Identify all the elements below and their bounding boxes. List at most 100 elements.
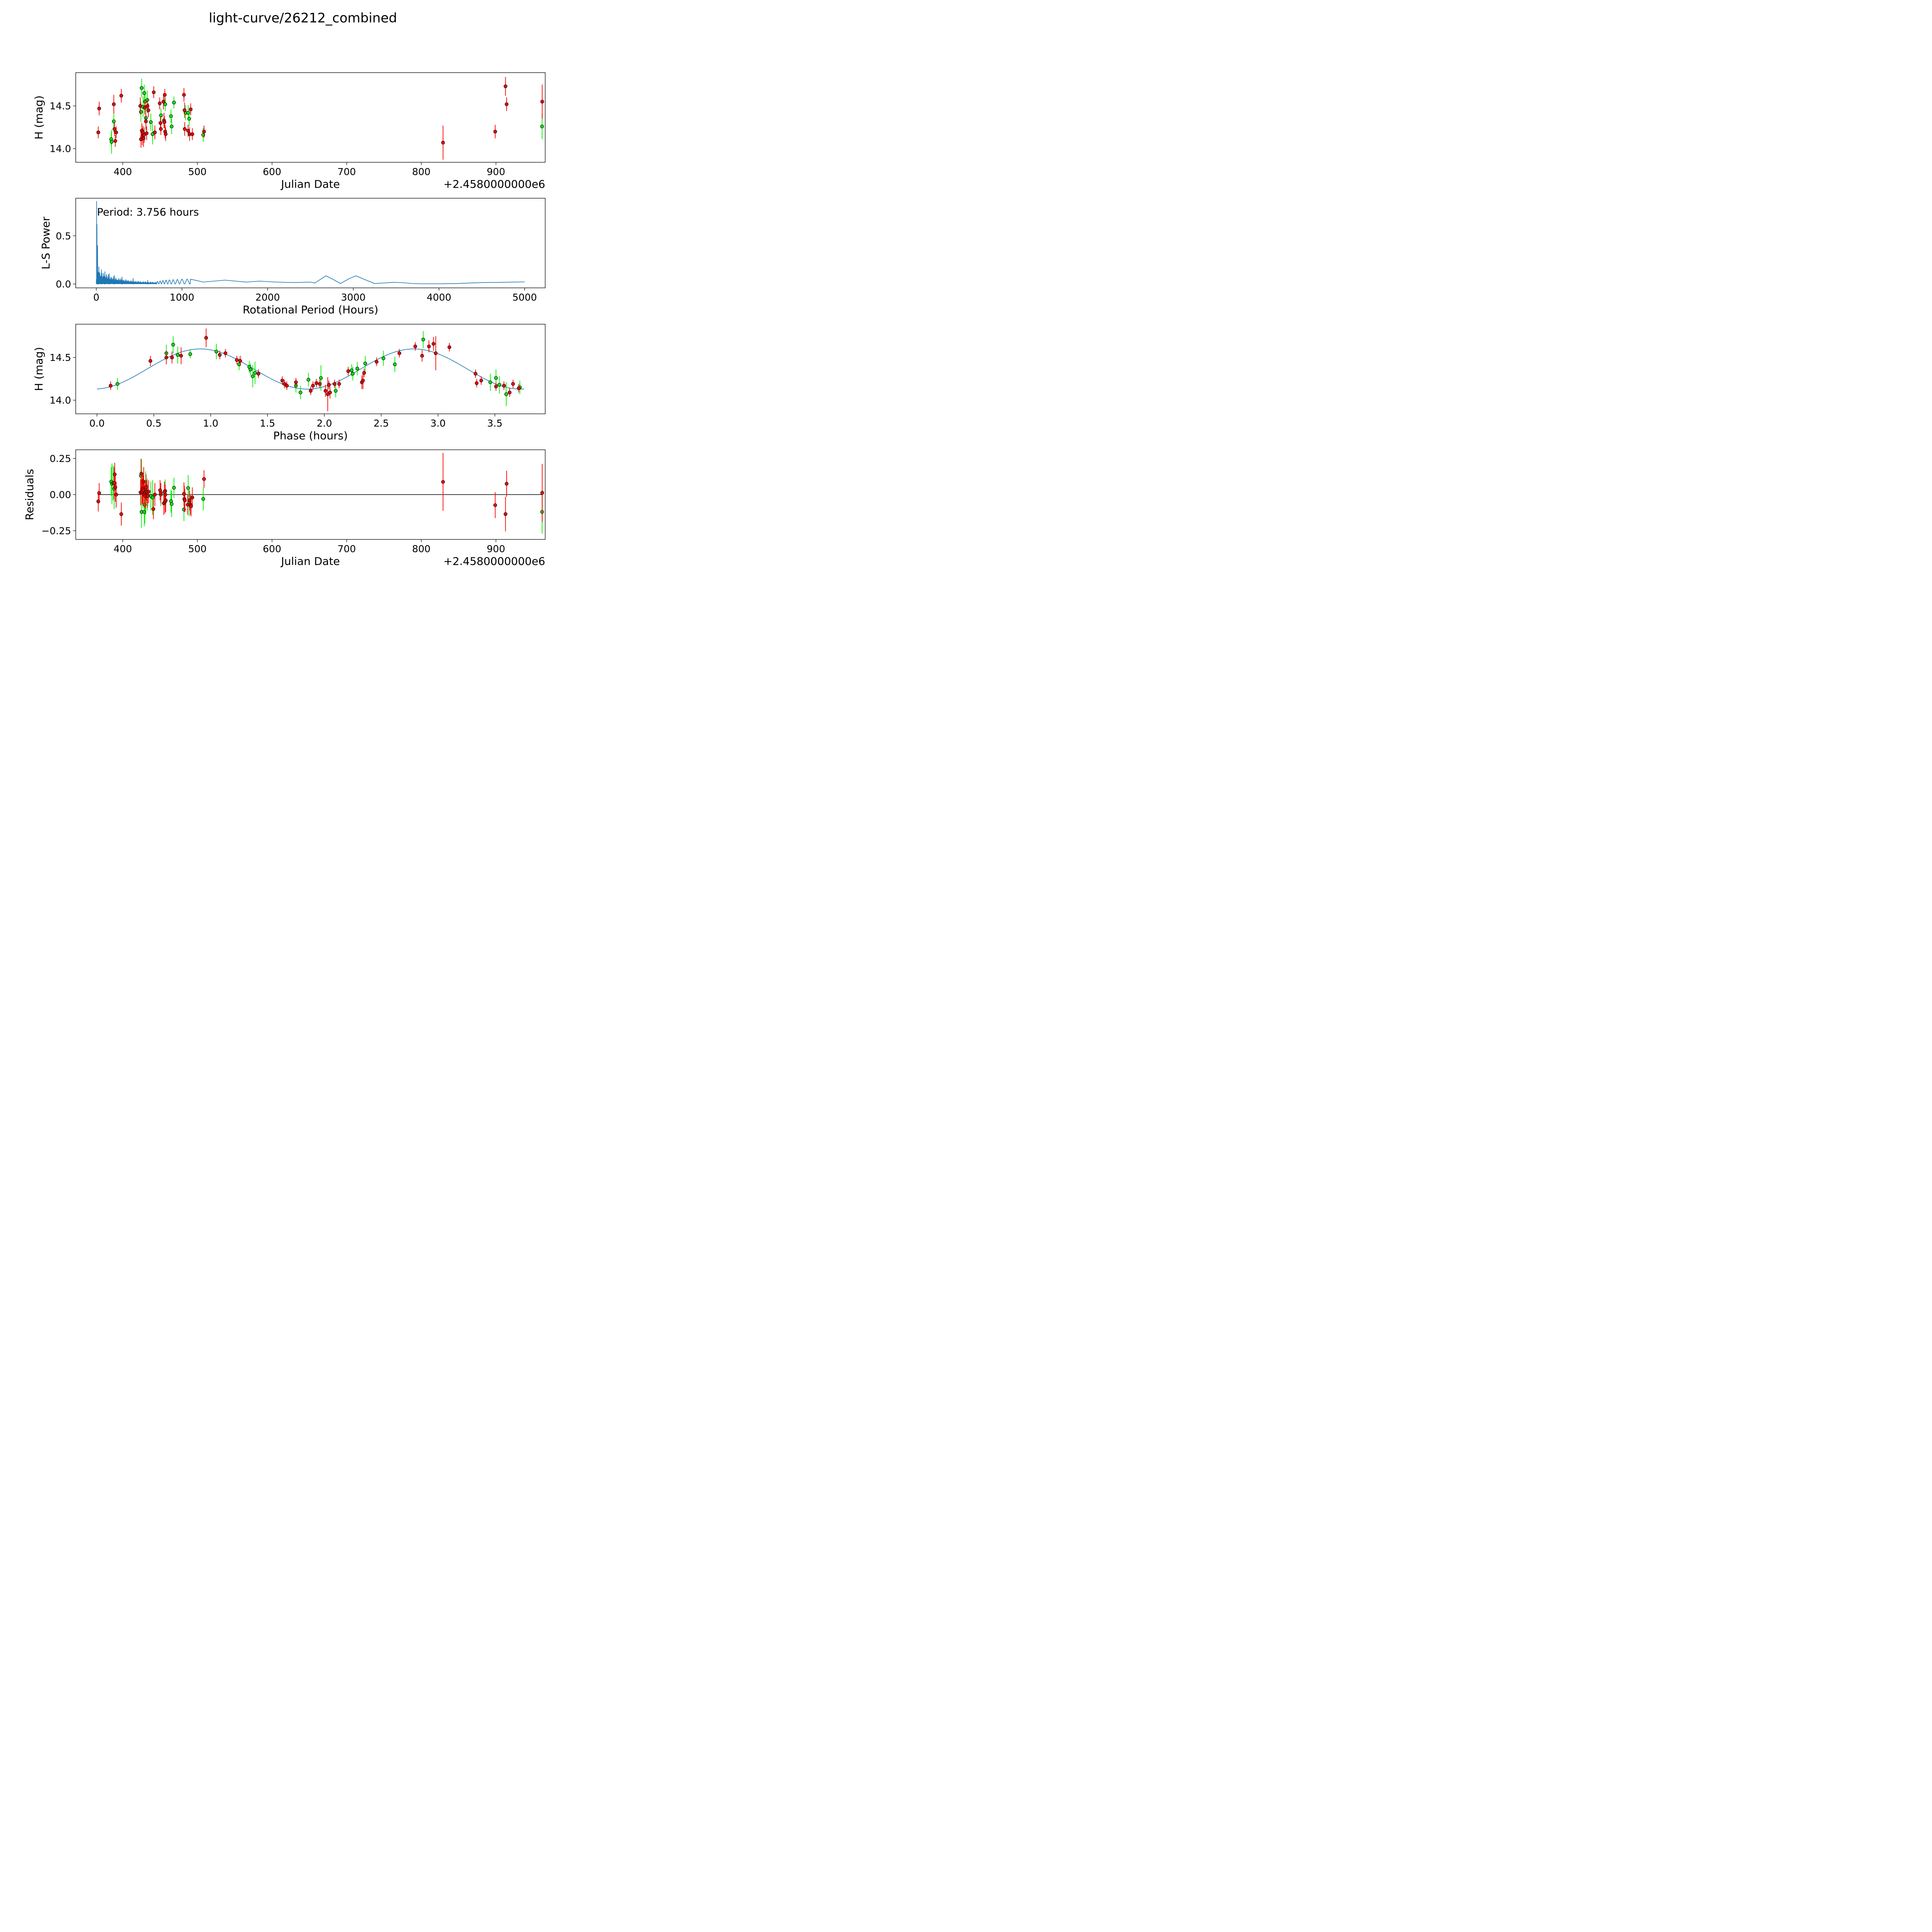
light-curve-point-green <box>170 124 173 128</box>
periodogram-xtick-label: 1000 <box>170 292 194 303</box>
phased-point-red <box>511 382 515 386</box>
residuals-point-green <box>172 486 176 490</box>
phased-point-red <box>427 344 431 349</box>
phased-point-red <box>218 353 222 357</box>
figure: light-curve/26212_combined 400 500 600 700 8… <box>0 0 600 600</box>
residuals-point-green <box>142 510 146 514</box>
phased-point-green <box>253 371 257 375</box>
light-curve-point-green <box>112 119 116 123</box>
light-curve-point-red <box>183 127 187 131</box>
phased-plot-area <box>97 328 524 412</box>
light-curve-xtick-label: 400 <box>114 166 132 177</box>
residuals-point-red <box>142 480 146 484</box>
light-curve-point-red <box>190 132 194 136</box>
residuals-point-red <box>190 495 194 500</box>
phased-point-red <box>170 355 174 359</box>
light-curve-point-red <box>141 136 146 140</box>
phased-point-green <box>171 343 175 347</box>
light-curve-ytick-label: 14.5 <box>49 100 71 112</box>
phased-point-red <box>223 351 228 355</box>
phased-point-red <box>285 384 289 388</box>
phased-point-green <box>504 392 508 396</box>
phased-point-red <box>164 355 168 359</box>
phased-point-red <box>311 384 315 388</box>
light-curve-point-red <box>152 90 156 94</box>
panel-phased: 0.0 0.5 1.0 1.5 2.0 2.5 3.0 3.5 14.0 14.5 Phase (h… <box>32 324 546 442</box>
periodogram-xtick-label: 0 <box>93 292 99 303</box>
residuals-point-red <box>505 482 509 486</box>
residuals-ytick-label: 0.00 <box>49 489 71 500</box>
residuals-xtick-label: 500 <box>188 543 207 554</box>
residuals-point-red <box>182 492 186 496</box>
light-curve-ytick-label: 14.0 <box>49 143 71 155</box>
phased-xtick-label: 1.5 <box>260 418 275 429</box>
periodogram-plot-area <box>96 201 525 285</box>
residuals-point-red <box>141 488 145 492</box>
phased-point-red <box>494 384 498 389</box>
light-curve-point-red <box>146 108 150 112</box>
light-curve-point-green <box>139 86 144 90</box>
phased-point-red <box>474 381 479 385</box>
phased-point-red <box>413 344 417 349</box>
residuals-point-red <box>119 512 123 516</box>
phased-point-red <box>328 391 332 395</box>
light-curve-point-green <box>169 114 173 118</box>
light-curve-point-red <box>182 93 186 97</box>
light-curve-point-red <box>503 84 507 88</box>
phased-point-red <box>346 369 350 373</box>
light-curve-xtick-label: 800 <box>412 166 430 177</box>
phased-point-red <box>327 383 331 387</box>
phased-point-red <box>257 372 260 376</box>
light-curve-point-red <box>113 139 117 143</box>
phased-point-red <box>318 382 322 386</box>
periodogram-xtick-label: 5000 <box>512 292 537 303</box>
residuals-point-red <box>540 491 544 495</box>
light-curve-point-green <box>139 110 143 114</box>
phased-point-green <box>393 362 397 366</box>
phased-point-red <box>235 358 239 362</box>
phased-point-green <box>350 368 354 372</box>
phased-point-red <box>109 384 113 388</box>
light-curve-point-red <box>142 133 146 137</box>
panel-periodogram: 0 1000 2000 3000 4000 5000 0.0 0.5 Rotational Pe… <box>39 198 546 316</box>
periodogram-axes-frame <box>75 198 546 288</box>
phased-xtick-label: 2.5 <box>374 418 389 429</box>
residuals-point-green <box>170 502 173 506</box>
light-curve-point-red <box>505 102 509 106</box>
panel-residuals: 400 500 600 700 800 900 −0.25 0.00 0.25 Julian Da… <box>23 449 546 568</box>
light-curve-point-red <box>441 141 445 145</box>
light-curve-axes-frame <box>75 72 546 163</box>
phased-point-red <box>179 354 183 358</box>
phased-point-red <box>397 351 401 355</box>
residuals-xtick-label: 600 <box>263 543 281 554</box>
light-curve-point-red <box>143 105 147 110</box>
light-curve-point-red <box>153 130 157 134</box>
phased-xtick-label: 3.0 <box>430 418 446 429</box>
phased-point-red <box>447 345 451 349</box>
phased-ytick-label: 14.5 <box>49 352 71 363</box>
light-curve-xtick-label: 600 <box>263 166 281 177</box>
residuals-point-red <box>202 477 206 481</box>
light-curve-ylabel: H (mag) <box>32 95 45 139</box>
residuals-ylabel: Residuals <box>23 469 36 520</box>
phased-point-green <box>497 383 502 387</box>
residuals-point-red <box>146 494 150 498</box>
phased-point-green <box>116 382 119 386</box>
residuals-point-red <box>163 493 167 497</box>
phased-point-red <box>315 381 318 385</box>
residuals-point-red <box>164 498 168 502</box>
residuals-point-red <box>183 498 187 502</box>
residuals-ytick-label: −0.25 <box>41 526 71 537</box>
residuals-point-red <box>112 481 116 485</box>
residuals-offset-label: +2.4580000000e6 <box>444 555 545 568</box>
residuals-point-green <box>151 495 155 500</box>
residuals-xlabel: Julian Date <box>280 555 340 568</box>
residuals-point-red <box>114 493 118 497</box>
periodogram-xtick-label: 4000 <box>427 292 451 303</box>
residuals-point-red <box>503 512 507 516</box>
phased-point-green <box>363 361 367 366</box>
light-curve-xlabel: Julian Date <box>280 178 340 190</box>
light-curve-point-green <box>186 111 190 115</box>
phased-point-red <box>434 351 438 355</box>
phased-point-green <box>319 376 323 380</box>
